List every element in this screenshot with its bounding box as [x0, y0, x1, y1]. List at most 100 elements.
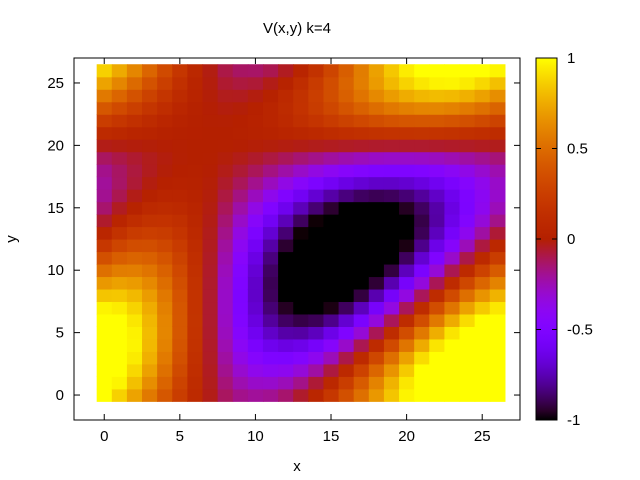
heatmap-cell [172, 388, 188, 402]
heatmap-cell [142, 114, 158, 128]
heatmap-cell [474, 376, 491, 390]
heatmap-cell [278, 288, 294, 303]
heatmap-cell [353, 226, 370, 240]
heatmap-cell [232, 326, 249, 340]
heatmap-cell [232, 288, 249, 303]
heatmap-cell [293, 251, 309, 265]
heatmap-cell [399, 139, 415, 153]
heatmap-cell [414, 139, 430, 153]
heatmap-cell [429, 376, 446, 390]
heatmap-cell [414, 276, 430, 290]
heatmap-cell [111, 176, 128, 190]
heatmap-cell [278, 151, 294, 165]
heatmap-cell [278, 126, 294, 140]
heatmap-cell [338, 251, 355, 265]
heatmap-cell [96, 126, 113, 140]
heatmap-cell [293, 189, 309, 203]
heatmap-cell [474, 64, 491, 78]
heatmap-cell [338, 64, 355, 78]
heatmap-cell [111, 276, 128, 290]
heatmap-cell [459, 176, 476, 190]
heatmap-cell [323, 388, 340, 402]
heatmap-cell [489, 189, 506, 203]
heatmap-cell [459, 101, 476, 115]
heatmap-cell [126, 276, 143, 290]
heatmap-cell [293, 89, 309, 103]
heatmap-cell [474, 301, 491, 315]
heatmap-cell [187, 201, 204, 215]
heatmap-cell [96, 326, 113, 340]
heatmap-cell [202, 114, 219, 128]
heatmap-cell [278, 376, 294, 390]
heatmap-cell [157, 388, 173, 402]
heatmap-cell [232, 214, 249, 228]
heatmap-cell [142, 288, 158, 303]
heatmap-cell [232, 388, 249, 402]
heatmap-cell [187, 189, 204, 203]
heatmap-cell [187, 164, 204, 178]
heatmap-cell [383, 139, 400, 153]
heatmap-cell [96, 114, 113, 128]
heatmap-cell [489, 126, 506, 140]
heatmap-cell [247, 101, 264, 115]
heatmap-cell [399, 101, 415, 115]
heatmap-cell [338, 313, 355, 327]
heatmap-cell [202, 326, 219, 340]
heatmap-cell [323, 338, 340, 352]
heatmap-cell [96, 239, 113, 253]
heatmap-cell [217, 338, 234, 352]
heatmap-cell [368, 214, 385, 228]
heatmap-cell [278, 351, 294, 365]
heatmap-cell [293, 226, 309, 240]
heatmap-cell [474, 214, 491, 228]
heatmap-cell [187, 76, 204, 90]
heatmap-cell [202, 388, 219, 402]
heatmap-cell [278, 64, 294, 78]
heatmap-cell [172, 301, 188, 315]
heatmap-cell [157, 251, 173, 265]
heatmap-cell [142, 214, 158, 228]
heatmap-cell [338, 338, 355, 352]
heatmap-cell [383, 89, 400, 103]
heatmap-cell [217, 201, 234, 215]
heatmap-cell [459, 376, 476, 390]
heatmap-cell [217, 376, 234, 390]
heatmap-cell [368, 388, 385, 402]
heatmap-cell [323, 376, 340, 390]
heatmap-cell [323, 101, 340, 115]
heatmap-cell [293, 313, 309, 327]
heatmap-cell [187, 338, 204, 352]
heatmap-cell [202, 201, 219, 215]
heatmap-cell [308, 101, 325, 115]
heatmap-cell [368, 139, 385, 153]
heatmap-cell [172, 64, 188, 78]
heatmap-cell [429, 151, 446, 165]
heatmap-cell [262, 301, 279, 315]
heatmap-cell [142, 301, 158, 315]
heatmap-cell [399, 363, 415, 377]
heatmap-cell [293, 176, 309, 190]
heatmap-cell [293, 114, 309, 128]
heatmap-cell [232, 139, 249, 153]
heatmap-cell [217, 288, 234, 303]
y-tick-label: 0 [56, 387, 64, 404]
heatmap-cell [202, 176, 219, 190]
heatmap-cell [232, 276, 249, 290]
heatmap-cell [232, 64, 249, 78]
heatmap-cell [293, 164, 309, 178]
heatmap-cell [308, 338, 325, 352]
heatmap-cell [187, 363, 204, 377]
heatmap-cell [429, 126, 446, 140]
heatmap-cell [262, 338, 279, 352]
heatmap-cell [383, 164, 400, 178]
heatmap-cell [126, 114, 143, 128]
heatmap-cell [368, 338, 385, 352]
heatmap-cell [142, 263, 158, 278]
heatmap-cell [247, 76, 264, 90]
heatmap-cell [232, 176, 249, 190]
heatmap-cell [323, 164, 340, 178]
heatmap-cell [172, 363, 188, 377]
heatmap-cell [142, 338, 158, 352]
heatmap-cell [444, 363, 461, 377]
heatmap-cell [383, 363, 400, 377]
